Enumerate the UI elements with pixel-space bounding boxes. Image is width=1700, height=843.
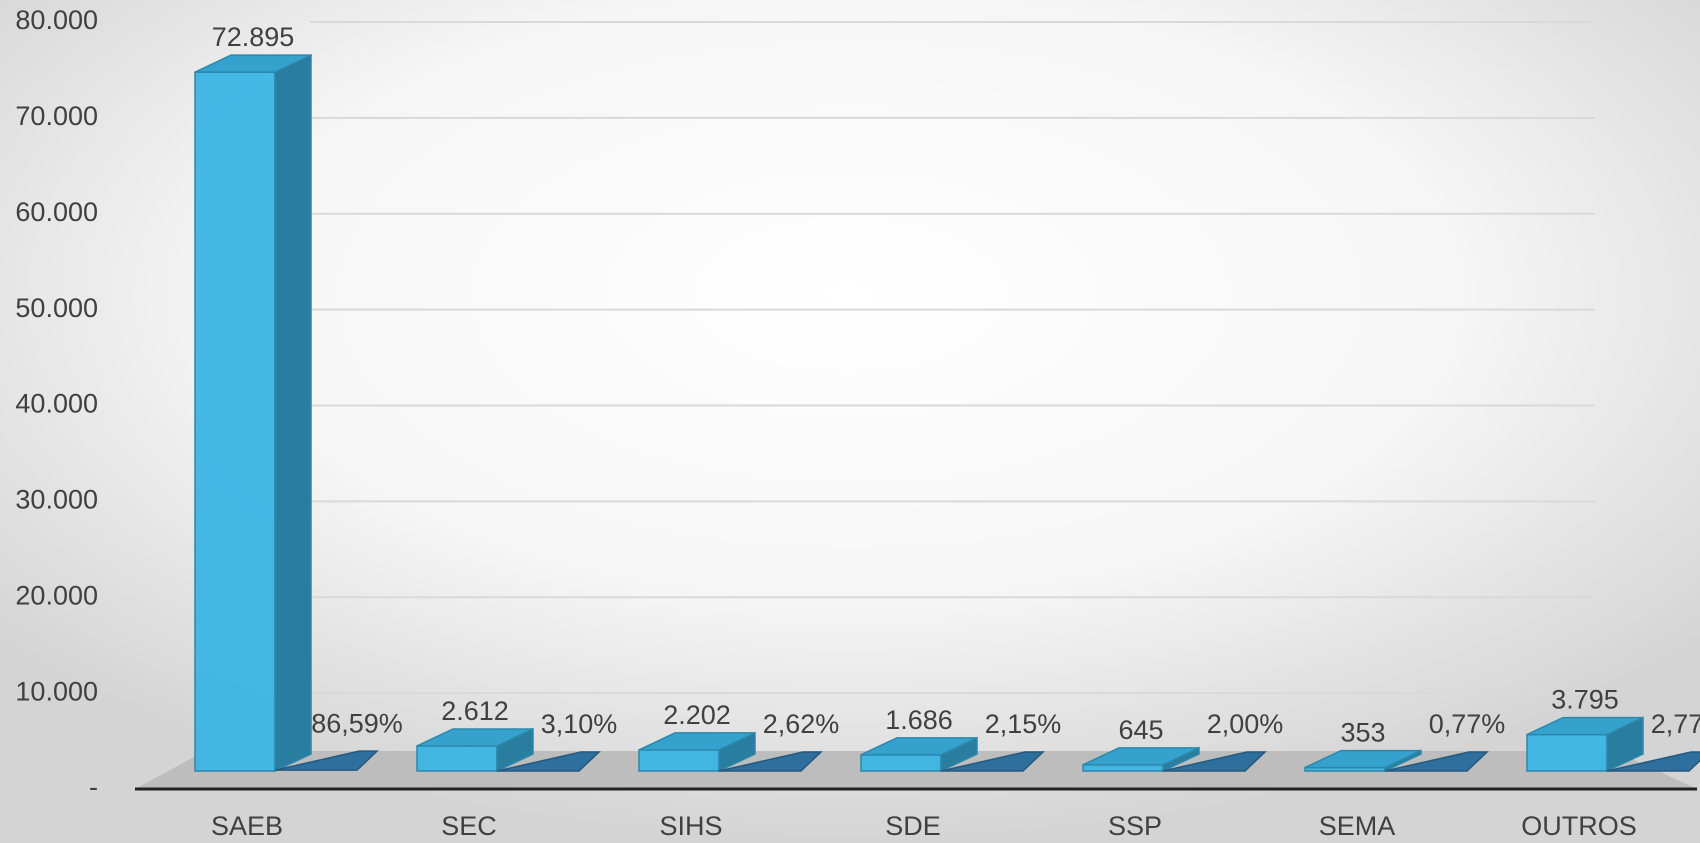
value-label: 2,15%	[985, 709, 1062, 739]
bar-top	[1526, 716, 1644, 736]
value-label: 2.202	[663, 700, 731, 730]
bar	[860, 736, 978, 773]
bar	[496, 751, 601, 772]
y-tick-label: 80.000	[15, 5, 98, 35]
bar	[638, 731, 756, 773]
bar-side	[274, 53, 312, 773]
bar-front	[860, 754, 942, 772]
bar-front	[1082, 764, 1164, 772]
value-label: 3.795	[1551, 685, 1619, 715]
bar	[274, 750, 379, 771]
bar-front	[1526, 733, 1608, 772]
x-tick-label: SAEB	[211, 811, 283, 841]
bar-front	[194, 71, 276, 772]
value-label: 645	[1118, 715, 1163, 745]
value-label: 2,77%	[1651, 709, 1700, 739]
bar	[1606, 751, 1700, 772]
value-label: 0,77%	[1429, 709, 1506, 739]
bar	[1162, 751, 1267, 772]
bar	[1082, 746, 1200, 773]
y-tick-label: 20.000	[15, 580, 98, 610]
bar	[718, 751, 823, 772]
value-label: 72.895	[212, 22, 295, 52]
y-tick-label: -	[89, 772, 98, 802]
x-tick-label: SSP	[1108, 811, 1162, 841]
bar-front	[416, 745, 498, 772]
y-tick-label: 30.000	[15, 485, 98, 515]
x-tick-label: SDE	[885, 811, 941, 841]
bar-top	[860, 737, 978, 756]
bar	[416, 727, 534, 773]
x-tick-label: SEC	[441, 811, 497, 841]
x-tick-label: SEMA	[1319, 811, 1396, 841]
value-label: 86,59%	[311, 708, 403, 738]
bar-top	[1082, 747, 1200, 766]
y-tick-label: 40.000	[15, 389, 98, 419]
y-tick-label: 70.000	[15, 101, 98, 131]
x-tick-label: SIHS	[659, 811, 722, 841]
y-tick-label: 10.000	[15, 676, 98, 706]
value-label: 1.686	[885, 705, 953, 735]
y-tick-label: 60.000	[15, 197, 98, 227]
value-label: 353	[1340, 718, 1385, 748]
bar	[194, 53, 312, 773]
y-tick-label: 50.000	[15, 293, 98, 323]
bar-top	[1304, 749, 1422, 769]
value-label: 3,10%	[541, 709, 618, 739]
bar	[940, 751, 1045, 772]
x-tick-label: OUTROS	[1521, 811, 1637, 841]
bar-top	[194, 54, 312, 73]
value-label: 2,00%	[1207, 709, 1284, 739]
bar	[1384, 751, 1489, 772]
bar-top	[416, 728, 534, 747]
value-label: 2,62%	[763, 709, 840, 739]
bar-top	[638, 732, 756, 751]
bar	[1304, 749, 1422, 773]
bar-front	[638, 749, 720, 772]
bar	[1526, 716, 1644, 773]
value-label: 2.612	[441, 696, 509, 726]
